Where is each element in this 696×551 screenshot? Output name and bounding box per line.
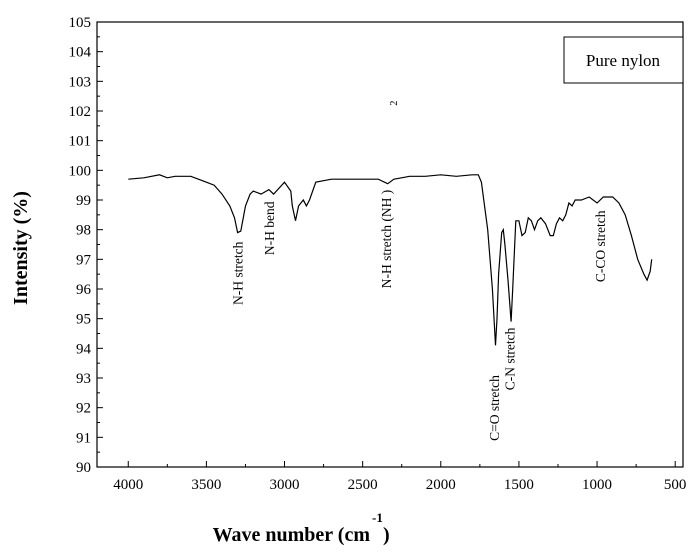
- y-tick-label: 92: [76, 401, 91, 417]
- y-tick-label: 98: [76, 223, 91, 239]
- x-tick-label: 4000: [113, 477, 143, 493]
- y-tick-label: 93: [76, 371, 91, 387]
- x-tick-label: 2000: [426, 477, 456, 493]
- y-tick-label: 102: [69, 104, 92, 120]
- y-tick-label: 103: [69, 74, 92, 90]
- y-tick-label: 99: [76, 193, 91, 209]
- y-tick-label: 95: [76, 312, 91, 328]
- series-line-pure-nylon: [128, 174, 653, 346]
- annotation-label: C-CO stretch: [593, 210, 608, 282]
- annotation-label: C-N stretch: [503, 327, 518, 390]
- x-axis-title: Wave number (cm -1 ): [213, 510, 390, 546]
- x-tick-label: 3500: [191, 477, 221, 493]
- y-tick-label: 96: [76, 282, 92, 298]
- x-tick-label: 3000: [270, 477, 300, 493]
- annotation-label: N-H bend: [262, 201, 277, 255]
- x-axis: 4000 3500 3000 2500 2000 1500 1000 500: [113, 461, 686, 493]
- x-axis-title-main: Wave number (cm: [213, 524, 371, 546]
- x-axis-title-superscript: -1: [372, 510, 383, 525]
- y-tick-label: 105: [69, 15, 92, 31]
- y-tick-label: 101: [69, 134, 92, 150]
- annotation-label: N-H stretch: [231, 241, 246, 305]
- y-tick-label: 100: [69, 163, 92, 179]
- y-tick-label: 91: [76, 430, 91, 446]
- x-tick-label: 1500: [504, 477, 534, 493]
- x-tick-label: 2500: [348, 477, 378, 493]
- annotation-subscript: 2: [389, 101, 400, 106]
- y-axis: 90 91 92 93 94 95 96 97 98 99 100 101 102 103 104 105: [69, 15, 103, 476]
- annotation-label: N-H stretch (NH ): [379, 190, 394, 289]
- y-tick-label: 104: [69, 45, 92, 61]
- y-tick-label: 97: [76, 252, 92, 268]
- x-tick-label: 500: [664, 477, 687, 493]
- legend-entry: Pure nylon: [586, 51, 661, 70]
- legend: Pure nylon: [563, 36, 684, 84]
- y-axis-title: Intensity (%): [10, 191, 32, 305]
- legend-box: [563, 36, 684, 84]
- y-tick-label: 90: [76, 460, 91, 476]
- x-tick-label: 1000: [582, 477, 612, 493]
- y-tick-label: 94: [76, 341, 92, 357]
- annotation-label: C=O stretch: [487, 375, 502, 441]
- x-axis-title-close: ): [383, 524, 390, 546]
- peak-annotations: N-H stretch N-H bend N-H stretch (NH ) 2 C=O…: [231, 101, 609, 441]
